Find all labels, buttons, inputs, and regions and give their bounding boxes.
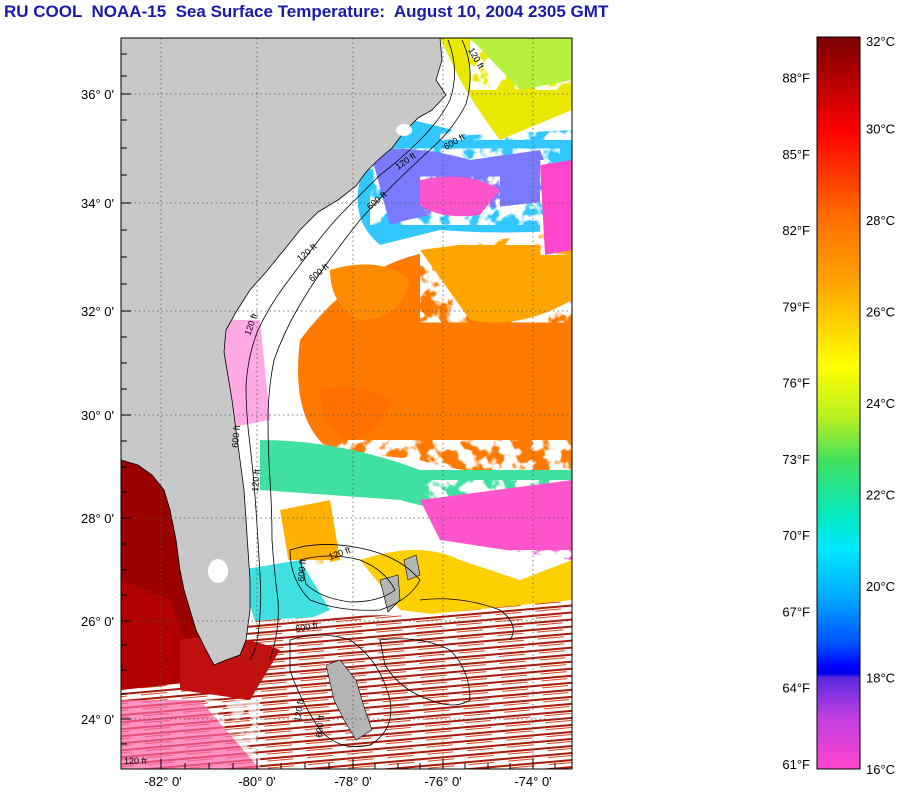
lat-label-28: 28° 0' — [81, 511, 114, 526]
contour-label: 600 ft — [296, 558, 308, 582]
contour-label: 600 ft — [314, 714, 326, 738]
lon-label-76: -76° 0' — [424, 774, 461, 789]
contour-label: 600 ft — [295, 620, 319, 634]
lat-label-24: 24° 0' — [81, 712, 114, 727]
lat-label-34: 34° 0' — [81, 196, 114, 211]
lat-tick-labels: 36° 0' 34° 0' 32° 0' 30° 0' 28° 0' 26° 0… — [81, 87, 114, 727]
land-masses — [121, 38, 447, 741]
map-plot-area: 120 ft 600 ft 120 ft 600 ft 120 ft 600 f… — [121, 38, 572, 769]
contour-label: 120 ft — [292, 698, 306, 722]
lon-label-80: -80° 0' — [238, 774, 275, 789]
map-ticks — [121, 53, 556, 769]
contour-label: 120 ft — [124, 756, 147, 766]
depth-contours — [245, 39, 514, 748]
contour-label: 600 ft — [230, 424, 242, 448]
lon-label-78: -78° 0' — [334, 774, 371, 789]
lon-label-82: -82° 0' — [144, 774, 181, 789]
lat-label-32: 32° 0' — [81, 304, 114, 319]
lon-tick-labels: -82° 0' -80° 0' -78° 0' -76° 0' -74° 0' — [144, 774, 551, 789]
lat-label-36: 36° 0' — [81, 87, 114, 102]
contour-label: 120 ft — [250, 468, 262, 492]
grid-lines — [121, 38, 572, 769]
lon-label-74: -74° 0' — [514, 774, 551, 789]
lat-label-30: 30° 0' — [81, 408, 114, 423]
lat-label-26: 26° 0' — [81, 614, 114, 629]
map-frame — [120, 37, 573, 770]
page-title: RU COOL NOAA-15 Sea Surface Temperature:… — [4, 2, 609, 21]
lake-okeechobee — [208, 559, 228, 583]
